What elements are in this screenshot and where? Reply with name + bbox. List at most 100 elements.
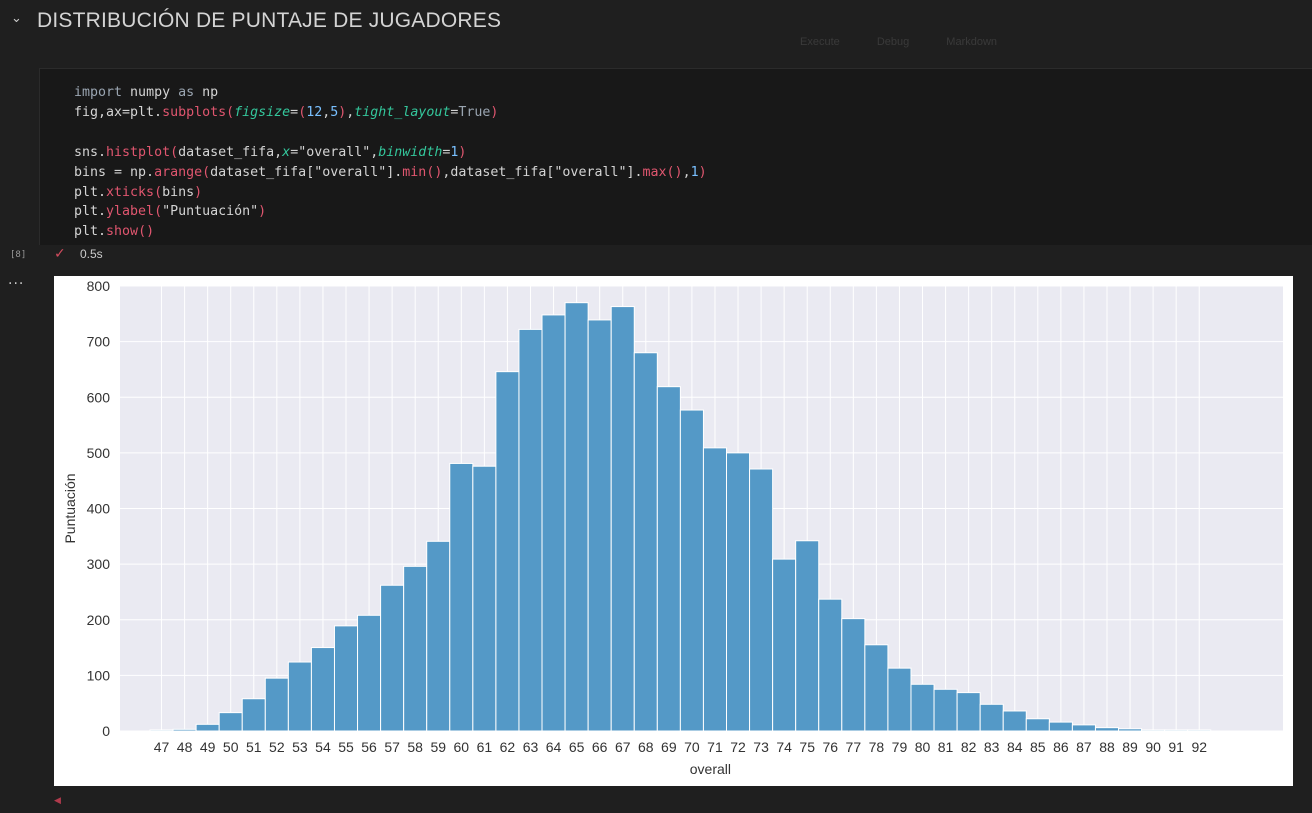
x-tick-label: 52 — [269, 739, 285, 755]
section-title: DISTRIBUCIÓN DE PUNTAJE DE JUGADORES — [37, 9, 502, 32]
x-tick-label: 72 — [730, 739, 746, 755]
y-tick-label: 800 — [87, 278, 111, 294]
x-tick-label: 73 — [753, 739, 769, 755]
execution-count: [8] — [10, 250, 27, 260]
histogram-bar — [702, 447, 728, 732]
x-tick-label: 66 — [592, 739, 608, 755]
y-tick-label: 500 — [87, 445, 111, 461]
x-tick-label: 91 — [1168, 739, 1184, 755]
histogram-bar — [403, 565, 428, 732]
histogram-chart: 0 100 200 300 400 500 600 700 800 47 48 49 50 51 52 53 5… — [62, 278, 1283, 777]
x-tick-label: 56 — [361, 739, 377, 755]
section-header: ⌄ DISTRIBUCIÓN DE PUNTAJE DE JUGADORES — [0, 0, 1312, 44]
y-tick-label: 200 — [87, 612, 111, 628]
x-tick-label: 77 — [846, 739, 862, 755]
y-tick-label: 700 — [87, 334, 111, 350]
y-tick-label: 0 — [102, 723, 110, 739]
x-axis-label: overall — [690, 761, 731, 777]
histogram-bar — [864, 644, 889, 732]
histogram-bar — [218, 712, 243, 732]
histogram-bar — [1118, 728, 1143, 732]
histogram-bar — [610, 306, 635, 732]
x-tick-label: 64 — [546, 739, 562, 755]
x-tick-label: 68 — [638, 739, 654, 755]
code-line[interactable]: fig,ax=plt.subplots(figsize=(12,5),tight… — [74, 104, 499, 120]
x-tick-label: 57 — [384, 739, 400, 755]
x-tick-label: 47 — [154, 739, 170, 755]
histogram-bar — [495, 371, 520, 732]
x-tick-label: 92 — [1191, 739, 1207, 755]
x-tick-label: 88 — [1099, 739, 1115, 755]
x-tick-label: 71 — [707, 739, 723, 755]
code-editor[interactable]: import numpy as np fig,ax=plt.subplots(fi… — [74, 83, 707, 242]
x-tick-label: 61 — [477, 739, 493, 755]
code-line[interactable]: import numpy as np — [74, 85, 219, 100]
collapse-arrow-icon[interactable]: ◀ — [54, 796, 61, 806]
x-tick-label: 69 — [661, 739, 677, 755]
x-tick-label: 80 — [915, 739, 931, 755]
code-line[interactable]: sns.histplot(dataset_fifa,x="overall",bi… — [74, 144, 467, 160]
x-tick-label: 53 — [292, 739, 308, 755]
histogram-bar — [310, 647, 335, 732]
x-tick-label: 74 — [776, 739, 792, 755]
histogram-bar — [264, 677, 289, 732]
x-tick-label: 84 — [1007, 739, 1023, 755]
histogram-bar — [587, 319, 612, 732]
execution-time: 0.5s — [80, 247, 103, 261]
histogram-bar — [518, 328, 543, 732]
histogram-bar — [195, 723, 220, 732]
y-tick-label: 100 — [87, 667, 111, 683]
histogram-bar — [956, 692, 981, 732]
histogram-bar — [564, 302, 589, 732]
x-tick-label: 59 — [430, 739, 446, 755]
code-cell[interactable]: import numpy as np fig,ax=plt.subplots(fi… — [39, 68, 1312, 245]
histogram-bar — [1094, 727, 1120, 732]
toolbar-markdown[interactable]: Markdown — [946, 36, 998, 48]
chevron-down-icon[interactable]: ⌄ — [11, 11, 22, 26]
code-line[interactable] — [74, 123, 707, 143]
y-tick-label: 300 — [87, 556, 111, 572]
code-line[interactable]: plt.show() — [74, 224, 155, 240]
x-tick-label: 78 — [869, 739, 885, 755]
histogram-bar — [472, 465, 497, 732]
ellipsis-icon[interactable]: ··· — [8, 276, 25, 292]
histogram-bar — [979, 703, 1004, 732]
toolbar-debug[interactable]: Debug — [876, 36, 910, 48]
histogram-bar — [541, 314, 566, 732]
code-line[interactable]: plt.ylabel("Puntuación") — [74, 204, 267, 220]
x-tick-label: 70 — [684, 739, 700, 755]
x-tick-label: 50 — [223, 739, 239, 755]
x-tick-label: 86 — [1053, 739, 1069, 755]
toolbar-execute[interactable]: Execute — [800, 36, 840, 48]
x-tick-label: 49 — [200, 739, 216, 755]
x-tick-label: 48 — [177, 739, 193, 755]
x-tick-label: 89 — [1122, 739, 1138, 755]
histogram-bar — [241, 698, 266, 732]
histogram-bar — [449, 462, 474, 732]
x-tick-label: 87 — [1076, 739, 1092, 755]
check-icon: ✓ — [54, 246, 66, 262]
histogram-bar — [726, 452, 751, 732]
histogram-bar — [887, 667, 912, 732]
histogram-bar — [426, 540, 451, 732]
x-tick-label: 83 — [984, 739, 1000, 755]
histogram-bar — [1187, 729, 1212, 732]
histogram-bar — [1141, 729, 1166, 732]
x-tick-label: 79 — [892, 739, 908, 755]
x-tick-label: 75 — [799, 739, 815, 755]
histogram-bar — [1002, 710, 1027, 732]
histogram-bar — [357, 614, 382, 732]
histogram-bar — [1071, 724, 1096, 732]
x-tick-label: 85 — [1030, 739, 1046, 755]
histogram-bar — [1048, 721, 1073, 732]
histogram-bar — [933, 688, 958, 732]
histogram-bar — [1025, 718, 1050, 732]
x-tick-label: 62 — [500, 739, 516, 755]
histogram-bar — [656, 386, 681, 732]
code-line[interactable]: bins = np.arange(dataset_fifa["overall"]… — [74, 164, 707, 180]
histogram-bar — [149, 729, 174, 732]
code-line[interactable]: plt.xticks(bins) — [74, 184, 203, 200]
x-tick-label: 58 — [407, 739, 423, 755]
x-tick-label: 65 — [569, 739, 585, 755]
histogram-bar — [841, 618, 866, 732]
